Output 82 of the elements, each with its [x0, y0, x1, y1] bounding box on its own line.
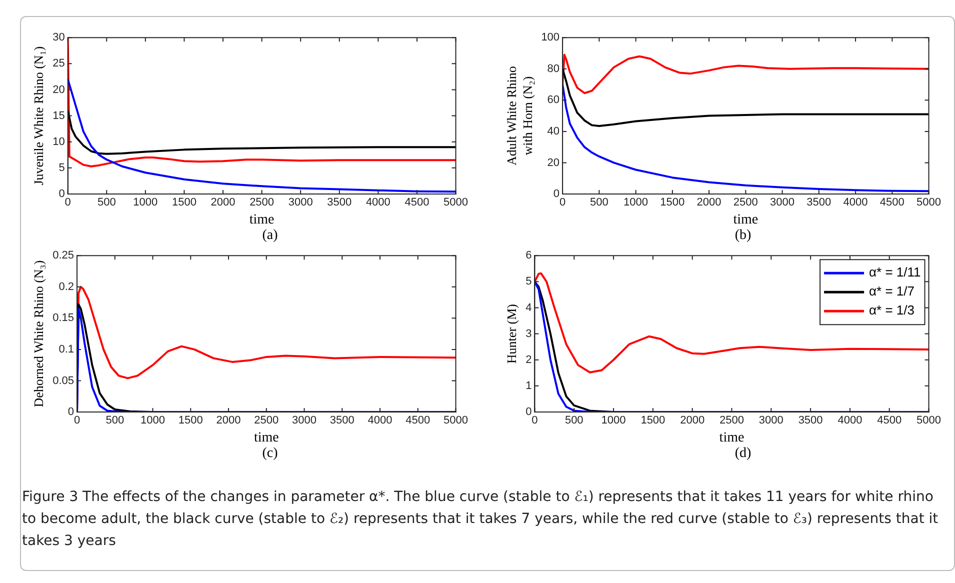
y-tick-label: 0.1 — [58, 343, 74, 356]
legend-label: α* = 1/3 — [869, 302, 915, 318]
y-axis-title: Adult White Rhino with Horn (N₂) — [504, 66, 535, 166]
y-axis-title: Hunter (M) — [504, 304, 520, 364]
text: (c) — [261, 446, 279, 462]
y-tick-label: 15 — [52, 110, 65, 122]
x-tick-label: 2500 — [720, 414, 744, 427]
y-tick-label: 2 — [526, 354, 532, 366]
caption: Figure 3 The effects of the changes in parameter α*. The blue curve (stable to ℰ₁) represents that it takes 11 years for white rhino to become adult, the black curve (stable to ℰ₂) represents that it takes 7 years, while the red curve (stable to ℰ₃) represents that it takes 3 years — [22, 488, 940, 551]
y-tick-label: 100 — [541, 32, 560, 44]
x-tick-label: 1500 — [660, 196, 685, 209]
text: (d) — [734, 446, 752, 462]
y-tick-label: 40 — [547, 125, 560, 138]
x-tick-label: 4000 — [838, 414, 862, 427]
x-tick-label: 1500 — [172, 196, 196, 209]
x-tick-label: 500 — [106, 414, 124, 427]
legend-label: α* = 1/11 — [869, 264, 921, 280]
x-tick-label: 5000 — [444, 196, 468, 209]
y-tick-label: 80 — [547, 62, 560, 75]
y-tick-label: 25 — [52, 58, 65, 70]
x-tick-label: 4000 — [366, 196, 390, 209]
x-tick-label: 3000 — [770, 196, 795, 209]
x-tick-label: 4500 — [880, 196, 904, 209]
x-tick-label: 500 — [97, 196, 116, 209]
x-tick-label: 3500 — [806, 196, 832, 209]
x-tick-label: 4000 — [843, 196, 868, 209]
text: (a) — [261, 228, 279, 244]
x-tick-label: 1000 — [133, 196, 158, 209]
y-tick-label: 0.15 — [52, 312, 74, 324]
legend-label: α* = 1/7 — [869, 284, 915, 299]
y-tick-label: 0.2 — [58, 280, 74, 293]
x-tick-label: 1500 — [640, 414, 666, 427]
y-tick-label: 0.25 — [52, 250, 74, 262]
x-tick-label: 5000 — [916, 414, 942, 427]
x-tick-label: 2000 — [210, 196, 236, 209]
y-axis-title: Juvenile White Rhino (N₁) — [31, 46, 46, 186]
x-tick-label: 4500 — [406, 414, 430, 427]
x-tick-label: 2500 — [250, 196, 274, 209]
x-axis-title: time — [254, 430, 279, 446]
y-axis-title: Dehorned White Rhino (N₃) — [31, 260, 46, 408]
y-tick-label: 60 — [547, 94, 560, 106]
x-axis-title: time — [719, 430, 744, 446]
y-tick-label: 0 — [526, 406, 532, 418]
y-tick-label: 5 — [58, 162, 65, 174]
y-tick-label: 30 — [52, 32, 65, 44]
x-tick-label: 2500 — [733, 196, 758, 209]
x-tick-label: 3500 — [798, 414, 823, 427]
x-tick-label: 1500 — [178, 414, 203, 427]
x-tick-label: 2000 — [696, 196, 722, 209]
x-tick-label: 4000 — [368, 414, 392, 427]
x-tick-label: 3000 — [292, 414, 317, 427]
y-tick-label: 0 — [68, 406, 74, 418]
y-tick-label: 10 — [52, 136, 65, 148]
x-tick-label: 2000 — [216, 414, 241, 427]
text: (b) — [734, 228, 752, 244]
x-tick-label: 4500 — [877, 414, 902, 427]
y-tick-label: 1 — [526, 380, 532, 392]
y-tick-label: 20 — [52, 84, 65, 96]
x-tick-label: 500 — [564, 414, 584, 427]
y-tick-label: 0 — [58, 188, 65, 200]
y-tick-label: 6 — [526, 250, 532, 262]
x-tick-label: 5000 — [444, 414, 468, 427]
x-tick-label: 2000 — [680, 414, 705, 427]
y-tick-label: 20 — [547, 156, 560, 169]
x-tick-label: 500 — [590, 196, 608, 209]
y-tick-label: 0 — [553, 188, 560, 200]
y-tick-label: 5 — [526, 276, 532, 288]
y-tick-label: 3 — [526, 328, 532, 340]
x-axis-title: time — [249, 212, 274, 228]
x-tick-label: 5000 — [916, 196, 942, 209]
x-tick-label: 1000 — [601, 414, 626, 427]
y-tick-label: 0.05 — [52, 374, 74, 387]
x-tick-label: 1000 — [624, 196, 648, 209]
x-tick-label: 2500 — [254, 414, 279, 427]
x-tick-label: 3500 — [327, 196, 352, 209]
x-tick-label: 1000 — [140, 414, 165, 427]
x-tick-label: 3000 — [288, 196, 313, 209]
x-tick-label: 3000 — [758, 414, 784, 427]
y-tick-label: 4 — [526, 302, 532, 314]
x-axis-title: time — [733, 212, 758, 228]
x-tick-label: 3500 — [330, 414, 354, 427]
x-tick-label: 4500 — [404, 196, 430, 209]
